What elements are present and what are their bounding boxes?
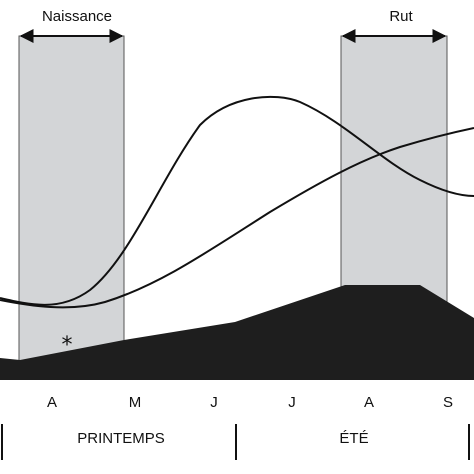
month-label: S — [443, 394, 453, 411]
season-label-spring: PRINTEMPS — [77, 430, 165, 447]
birth-period-band — [18, 35, 125, 365]
birth-period-label: Naissance — [42, 8, 112, 25]
rising-curve — [0, 127, 474, 309]
month-label: J — [288, 394, 296, 411]
rut-period-label: Rut — [389, 8, 413, 25]
month-label: M — [129, 394, 142, 411]
bell-curve — [0, 95, 474, 306]
month-label: A — [47, 394, 57, 411]
black-area-shape — [0, 285, 474, 380]
month-label: A — [364, 394, 374, 411]
month-label: J — [210, 394, 218, 411]
asterisk-marker: * — [62, 333, 73, 358]
season-label-summer: ÉTÉ — [339, 430, 368, 447]
